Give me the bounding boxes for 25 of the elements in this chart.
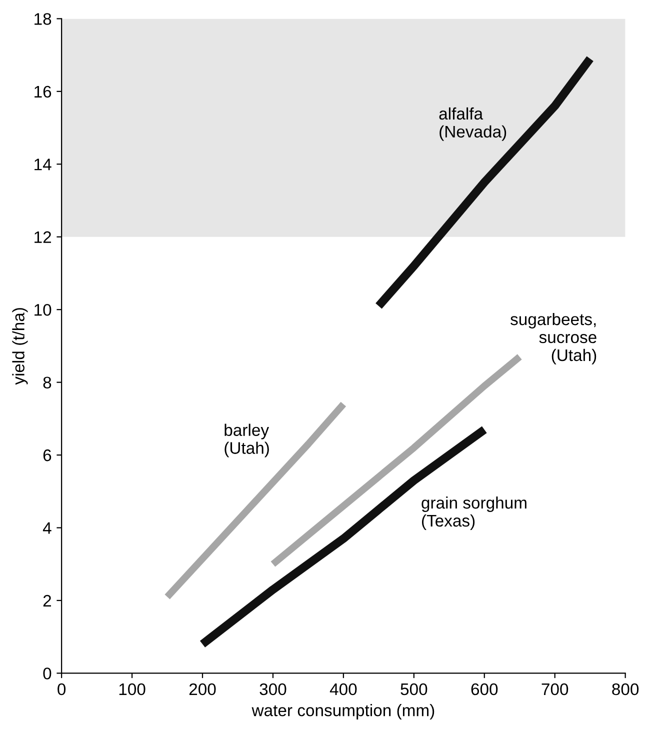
y-tick-label: 2 <box>43 594 51 607</box>
y-tick-label: 8 <box>43 376 52 389</box>
x-tick-label: 700 <box>542 683 568 696</box>
y-tick-label: 0 <box>43 668 52 680</box>
y-tick-label: 12 <box>34 231 52 243</box>
x-tick-label: 200 <box>189 683 216 696</box>
x-tick-label: 400 <box>330 683 357 696</box>
y-tick-label: 14 <box>34 158 52 170</box>
x-tick-label: 0 <box>58 683 66 696</box>
y-tick-label: 16 <box>34 86 52 98</box>
y-tick-label: 10 <box>34 304 52 316</box>
y-axis-title: yield (t/ha) <box>12 308 28 385</box>
x-tick-label: 500 <box>400 683 428 696</box>
series-label: barley (Utah) <box>224 424 270 458</box>
series-label: alfalfa (Nevada) <box>439 107 506 141</box>
series-label: sugarbeets, sucrose (Utah) <box>510 312 596 364</box>
series-label: grain sorghum (Texas) <box>422 496 526 530</box>
y-tick-label: 4 <box>42 522 52 534</box>
y-tick-label: 6 <box>43 449 52 462</box>
x-tick-label: 300 <box>260 683 286 696</box>
x-tick-label: 600 <box>471 683 498 696</box>
x-tick-label: 800 <box>612 683 639 696</box>
x-axis-title: water consumption (mm) <box>252 704 434 720</box>
x-tick-label: 100 <box>119 683 146 696</box>
y-tick-label: 18 <box>34 13 52 25</box>
